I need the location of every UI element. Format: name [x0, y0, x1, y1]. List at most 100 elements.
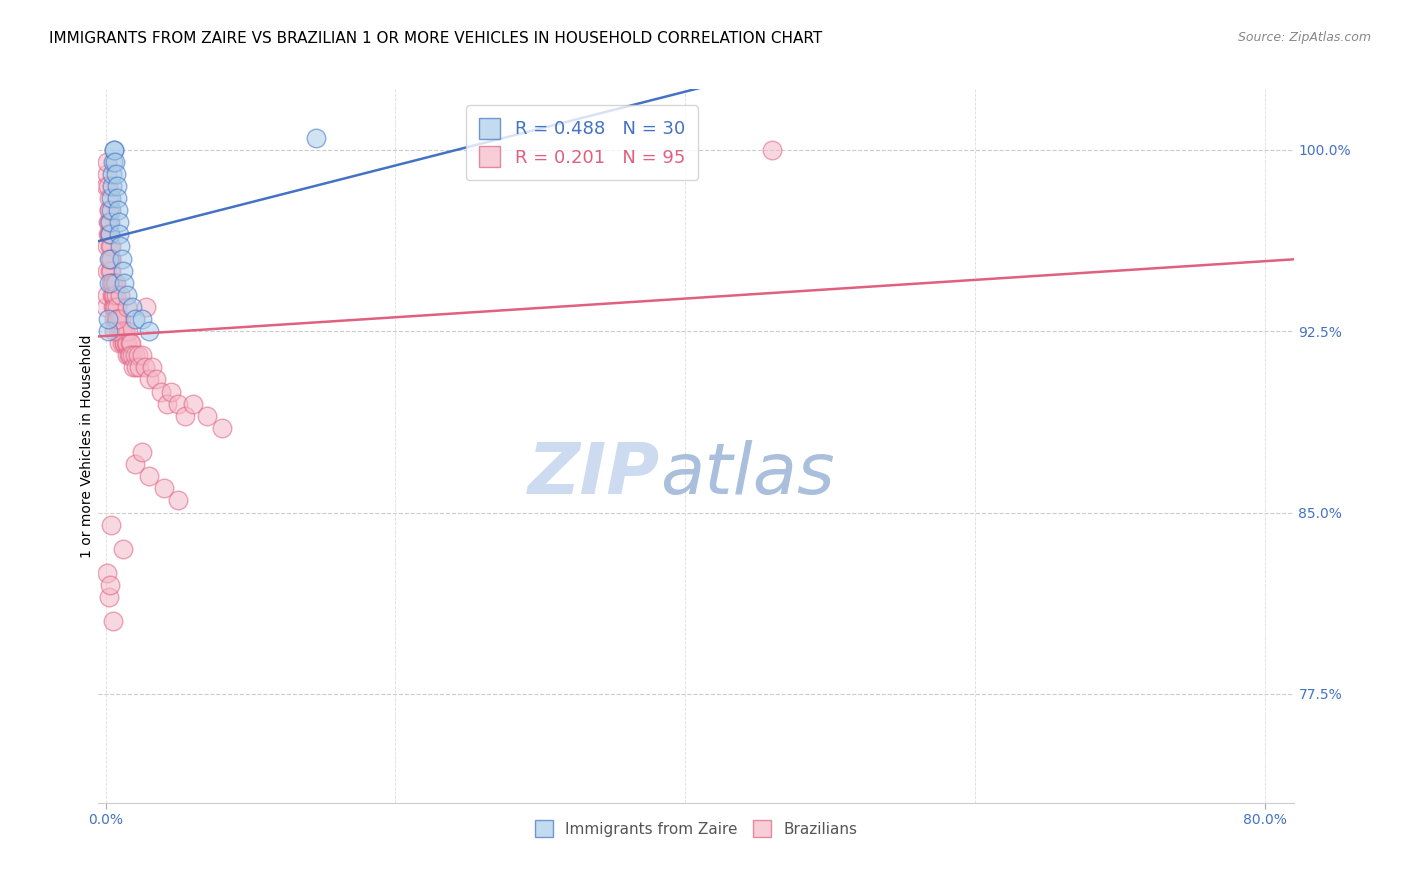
Point [104, 312, 127, 326]
Text: atlas: atlas [661, 440, 835, 509]
Point [108, 324, 131, 338]
Point [107, 203, 129, 218]
Point [98, 203, 121, 218]
Point [112, 541, 135, 556]
Y-axis label: 1 or more Vehicles in Household: 1 or more Vehicles in Household [80, 334, 94, 558]
Point [138, 469, 160, 483]
Point [103, 143, 125, 157]
Point [131, 348, 153, 362]
Point [155, 397, 177, 411]
Point [110, 312, 132, 326]
Point [105, 276, 128, 290]
Point [97, 191, 120, 205]
Point [108, 239, 131, 253]
Point [97, 203, 120, 218]
Point [111, 336, 134, 351]
Point [120, 336, 142, 351]
Point [97, 227, 120, 242]
Point [127, 348, 149, 362]
Point [105, 191, 128, 205]
Point [115, 348, 138, 362]
Point [100, 252, 122, 266]
Point [108, 288, 131, 302]
Point [152, 481, 174, 495]
Point [167, 493, 190, 508]
Point [98, 227, 121, 242]
Point [117, 324, 139, 338]
Point [96, 300, 118, 314]
Point [108, 227, 131, 242]
Point [101, 615, 124, 629]
Point [195, 409, 218, 423]
Point [96, 178, 118, 193]
Point [104, 300, 127, 314]
Point [100, 252, 122, 266]
Point [96, 566, 118, 580]
Point [98, 578, 121, 592]
Point [98, 239, 121, 253]
Point [100, 239, 122, 253]
Point [104, 276, 127, 290]
Point [105, 312, 128, 326]
Point [96, 167, 118, 181]
Point [97, 324, 120, 338]
Point [100, 263, 122, 277]
Point [110, 252, 132, 266]
Point [110, 324, 132, 338]
Point [117, 336, 139, 351]
Point [112, 324, 135, 338]
Point [120, 348, 142, 362]
Legend: Immigrants from Zaire, Brazilians: Immigrants from Zaire, Brazilians [527, 813, 865, 845]
Point [103, 312, 125, 326]
Point [101, 288, 124, 302]
Point [124, 457, 146, 471]
Point [107, 336, 129, 351]
Point [98, 227, 121, 242]
Point [97, 312, 120, 326]
Point [103, 300, 125, 314]
Point [108, 312, 131, 326]
Point [114, 324, 136, 338]
Point [112, 336, 135, 351]
Point [97, 276, 120, 290]
Point [181, 397, 204, 411]
Point [97, 178, 120, 193]
Point [117, 288, 139, 302]
Point [761, 143, 783, 157]
Point [124, 312, 146, 326]
Point [96, 239, 118, 253]
Point [141, 360, 163, 375]
Point [115, 336, 138, 351]
Point [97, 215, 120, 229]
Point [124, 348, 146, 362]
Point [105, 300, 128, 314]
Point [114, 336, 136, 351]
Point [100, 276, 122, 290]
Point [98, 263, 121, 277]
Text: ZIP: ZIP [527, 440, 661, 509]
Point [305, 130, 328, 145]
Point [107, 324, 129, 338]
Point [121, 300, 143, 314]
Point [101, 154, 124, 169]
Point [103, 143, 125, 157]
Point [105, 178, 128, 193]
Point [145, 372, 167, 386]
Point [138, 372, 160, 386]
Point [100, 203, 122, 218]
Point [100, 276, 122, 290]
Point [117, 300, 139, 314]
Point [107, 215, 129, 229]
Point [103, 324, 125, 338]
Point [96, 288, 118, 302]
Point [104, 154, 127, 169]
Point [135, 300, 157, 314]
Point [167, 397, 190, 411]
Point [101, 167, 124, 181]
Point [104, 288, 127, 302]
Point [160, 384, 183, 399]
Point [138, 324, 160, 338]
Point [105, 312, 128, 326]
Point [121, 348, 143, 362]
Point [131, 312, 153, 326]
